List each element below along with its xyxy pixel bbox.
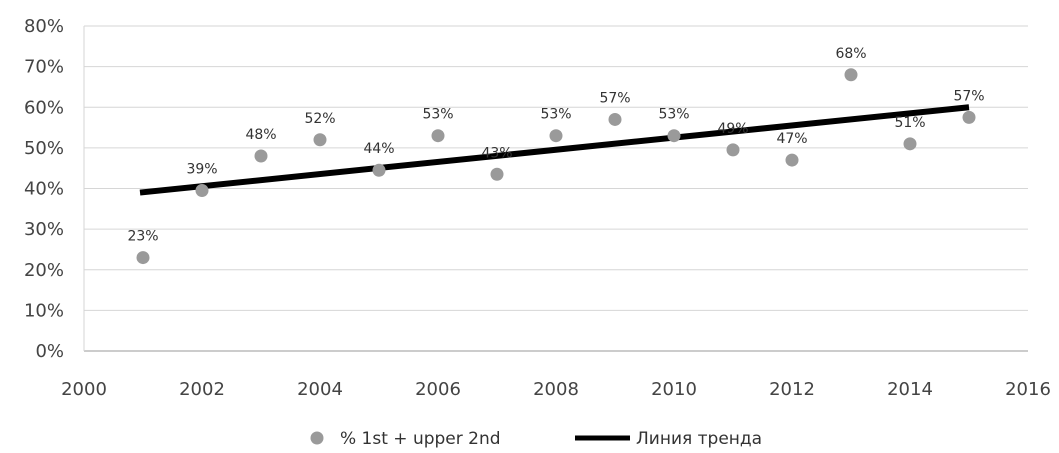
x-tick-label: 2004 <box>297 379 343 400</box>
x-tick-label: 2000 <box>61 379 107 400</box>
x-tick-label: 2006 <box>415 379 461 400</box>
y-tick-label: 50% <box>24 138 64 159</box>
data-point <box>136 251 150 265</box>
legend-label-points: % 1st + upper 2nd <box>340 429 501 449</box>
x-tick-label: 2010 <box>651 379 697 400</box>
x-tick-label: 2014 <box>887 379 933 400</box>
data-label: 53% <box>422 107 453 123</box>
x-tick-label: 2016 <box>1005 379 1051 400</box>
data-label: 53% <box>658 107 689 123</box>
trend-line <box>139 104 970 196</box>
y-tick-label: 40% <box>24 179 64 200</box>
data-label: 51% <box>894 115 925 131</box>
x-tick-label: 2008 <box>533 379 579 400</box>
data-point <box>254 149 268 163</box>
data-point <box>962 110 976 124</box>
gridlines <box>84 25 1028 352</box>
x-tick-label: 2002 <box>179 379 225 400</box>
data-point <box>490 167 504 181</box>
x-tick-label: 2012 <box>769 379 815 400</box>
data-label: 39% <box>186 162 217 178</box>
data-label: 52% <box>304 111 335 127</box>
data-label: 48% <box>245 127 276 143</box>
data-labels: 23% 39% 48% 52% 44% 53% 43% 53% 57% 53% 49% 47% 68% 5… <box>127 46 984 245</box>
y-tick-label: 80% <box>24 16 64 37</box>
data-label: 23% <box>127 229 158 245</box>
data-label: 57% <box>953 88 984 104</box>
data-label: 53% <box>540 107 571 123</box>
y-tick-label: 0% <box>35 341 64 362</box>
y-tick-label: 60% <box>24 97 64 118</box>
data-point <box>608 112 622 126</box>
y-tick-label: 10% <box>24 300 64 321</box>
data-point <box>372 163 386 177</box>
legend: % 1st + upper 2nd Линия тренда <box>310 429 762 449</box>
data-label: 47% <box>776 131 807 147</box>
data-label: 43% <box>481 145 512 161</box>
x-axis-ticks: 2000 2002 2004 2006 2008 2010 2012 2014 2016 <box>61 379 1051 400</box>
data-points <box>136 68 976 265</box>
legend-label-trend: Линия тренда <box>636 429 762 449</box>
data-point <box>549 129 563 143</box>
y-tick-label: 20% <box>24 260 64 281</box>
data-label: 49% <box>717 121 748 137</box>
data-point <box>844 68 858 82</box>
data-point <box>313 133 327 147</box>
data-point <box>785 153 799 167</box>
data-point <box>431 129 445 143</box>
data-point <box>903 137 917 151</box>
y-tick-label: 30% <box>24 219 64 240</box>
data-label: 68% <box>835 46 866 62</box>
legend-marker-points <box>310 431 324 445</box>
data-point <box>195 184 209 198</box>
data-label: 57% <box>599 90 630 106</box>
y-axis-ticks: 0% 10% 20% 30% 40% 50% 60% 70% 80% <box>24 16 64 362</box>
y-tick-label: 70% <box>24 57 64 78</box>
data-point <box>726 143 740 157</box>
data-point <box>667 129 681 143</box>
data-label: 44% <box>363 141 394 157</box>
